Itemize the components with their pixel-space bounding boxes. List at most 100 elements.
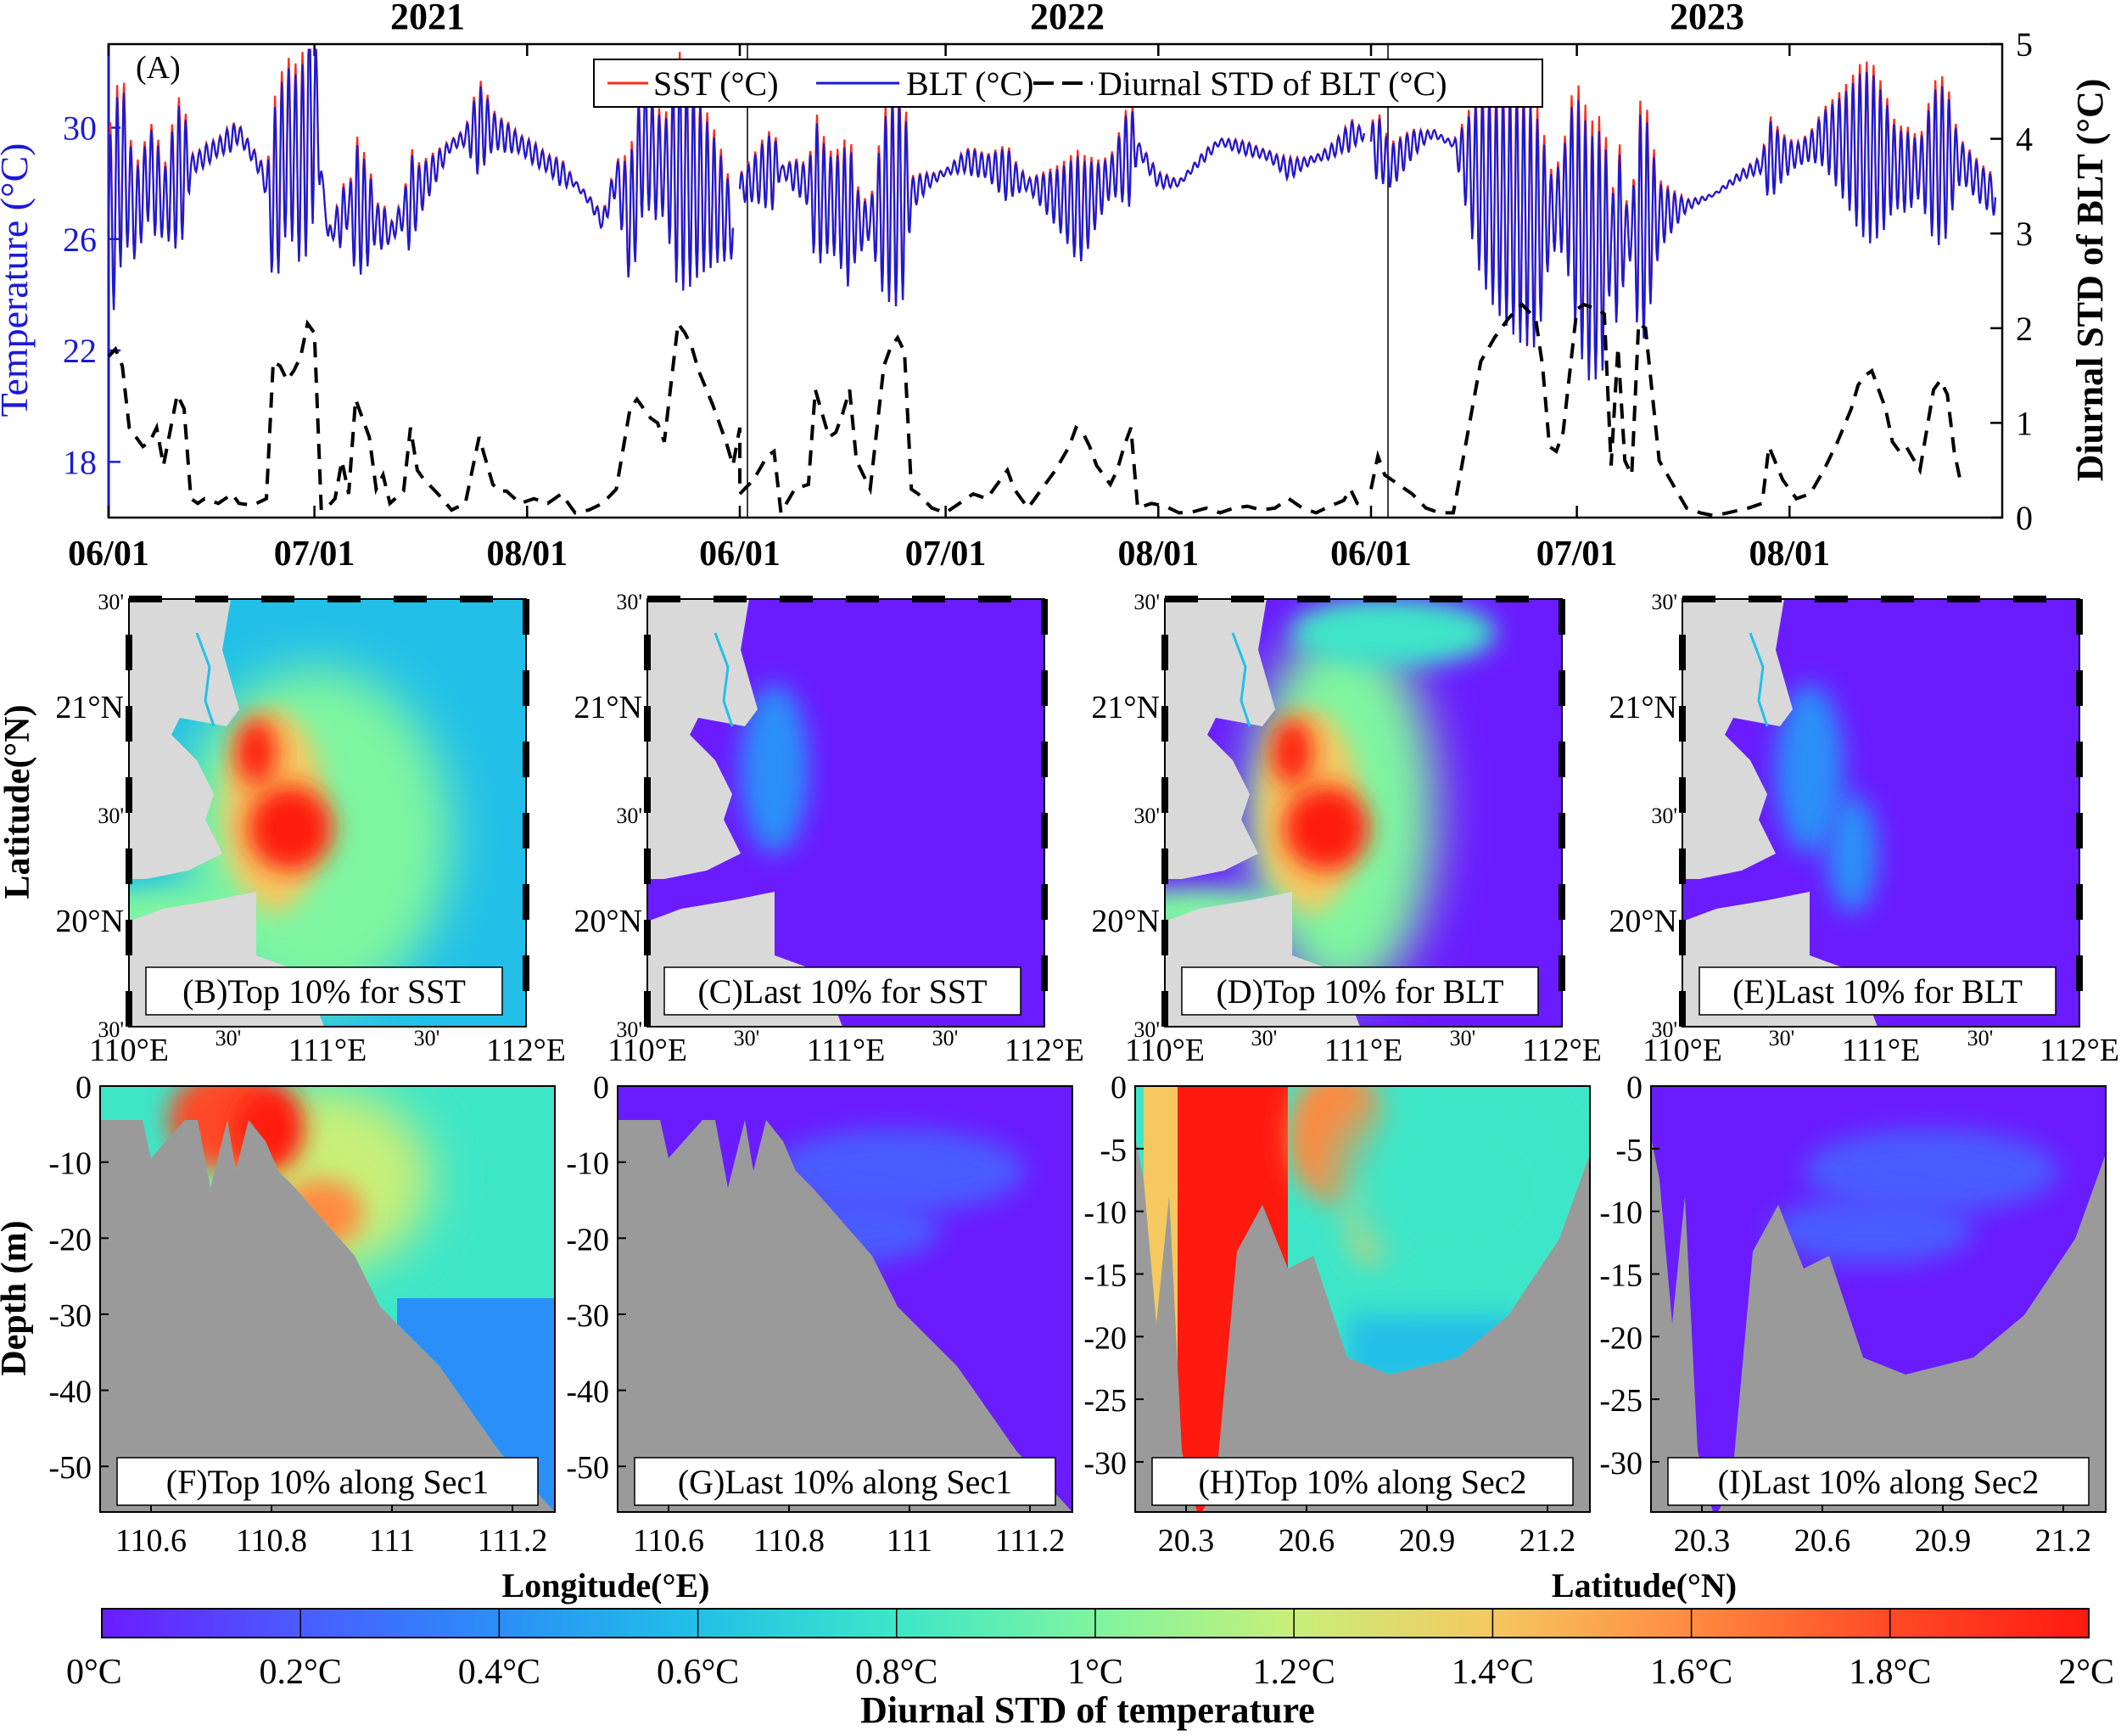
map-lat-label: 30' xyxy=(616,804,642,828)
section-hotspot xyxy=(1339,1086,1576,1290)
colorbar-tick-label: 0.4°C xyxy=(458,1653,540,1692)
section-ytick-label: -30 xyxy=(1599,1446,1643,1481)
legend-sst-label: SST (°C) xyxy=(653,64,779,103)
map-border-tick xyxy=(978,596,1011,602)
section-xtick-label: 20.6 xyxy=(1794,1523,1851,1559)
xtick-label: 07/01 xyxy=(274,535,355,574)
xtick-label: 07/01 xyxy=(905,535,987,574)
map-lon-label: 30' xyxy=(1251,1026,1278,1050)
section-label-box xyxy=(1667,1457,2090,1506)
right-ytick-label: 2 xyxy=(2016,310,2033,348)
colorbar-tick-label: 1.4°C xyxy=(1452,1653,1534,1692)
map-border-tick xyxy=(1161,706,1168,742)
map-hotspot xyxy=(1292,599,1496,667)
legend-std-label: Diurnal STD of BLT (°C) xyxy=(1098,64,1447,103)
map-hotspot xyxy=(1827,794,1878,913)
section-panel: 0 -10 -20 -30 -40 -50 110.6 110.8 111 111.2 (G)Las… xyxy=(566,1070,1073,1559)
sections-ylabel: Depth (m) xyxy=(0,1220,34,1375)
map-panel-label: (B)Top 10% for SST xyxy=(145,966,503,1016)
year-label-2021: 2021 xyxy=(390,0,465,37)
map-panel: 30'21°N30'20°N30'110°E 30' 111°E 30' 112°E(D… xyxy=(1091,590,1602,1068)
section-label-box xyxy=(634,1457,1056,1506)
map-label-text: (C)Last 10% for SST xyxy=(697,972,987,1011)
map-border-tick xyxy=(1161,777,1168,813)
map-border-tick xyxy=(2076,742,2083,777)
map-lat-label: 21°N xyxy=(1609,690,1677,725)
map-lat-label: 21°N xyxy=(1091,690,1160,725)
map-border-tick xyxy=(644,920,651,955)
map-label-box xyxy=(145,966,503,1016)
map-border-tick xyxy=(1559,742,1565,777)
map-border-tick xyxy=(1559,813,1565,848)
xtick-label: 07/01 xyxy=(1536,535,1618,574)
section-ytick-label: -50 xyxy=(48,1450,92,1486)
map-border-tick xyxy=(523,670,529,706)
colorbar-tick-label: 1.8°C xyxy=(1849,1653,1931,1692)
map-panels: 30'21°N30'20°N30'110°E 30' 111°E 30' 112°E(B… xyxy=(55,590,2119,1068)
map-border-tick xyxy=(1161,635,1168,670)
section-xtick-label: 111 xyxy=(369,1523,415,1559)
map-border-tick xyxy=(647,596,680,602)
map-border-tick xyxy=(2076,884,2083,920)
section-panel-label: (F)Top 10% along Sec1 xyxy=(116,1457,539,1506)
map-lon-label: 30' xyxy=(414,1026,440,1050)
map-label-text: (D)Top 10% for BLT xyxy=(1216,972,1503,1011)
map-panel-label: (C)Last 10% for SST xyxy=(663,966,1021,1016)
map-border-tick xyxy=(1430,596,1463,602)
section-xtick-label: 20.6 xyxy=(1279,1523,1335,1559)
colorbar-label: Diurnal STD of temperature xyxy=(860,1689,1315,1731)
section-hotspot xyxy=(1770,1196,1973,1264)
section-hotspot xyxy=(1804,1128,2058,1213)
map-border-tick xyxy=(1161,920,1168,955)
map-lat-label: 20°N xyxy=(574,904,642,939)
map-lat-label: 30' xyxy=(1133,1017,1160,1042)
section-ytick-label: -10 xyxy=(48,1146,92,1182)
map-label-text: (B)Top 10% for SST xyxy=(182,972,466,1011)
section-xtick-label: 20.3 xyxy=(1158,1523,1215,1559)
right-ytick-label: 4 xyxy=(2016,120,2033,159)
section-label-text: (G)Last 10% along Sec1 xyxy=(678,1463,1012,1501)
section-label-text: (H)Top 10% along Sec2 xyxy=(1198,1463,1526,1501)
xtick-label: 06/01 xyxy=(68,535,149,574)
sections-xlabel-longitude: Longitude(°E) xyxy=(502,1566,710,1604)
xtick-label: 08/01 xyxy=(1749,535,1830,574)
map-border-tick xyxy=(1041,884,1048,920)
xtick-label: 06/01 xyxy=(1330,535,1412,574)
colorbar-tick-label: 0.2°C xyxy=(260,1653,342,1692)
section-ytick-label: -40 xyxy=(566,1375,609,1410)
section-ytick-label: -10 xyxy=(566,1146,609,1182)
section-xtick-label: 21.2 xyxy=(2035,1523,2092,1559)
left-ytick-label: 18 xyxy=(63,443,97,481)
section-ytick-label: -30 xyxy=(48,1298,92,1334)
section-xtick-label: 20.9 xyxy=(1915,1523,1972,1559)
map-border-tick xyxy=(1749,596,1782,602)
left-ytick-label: 26 xyxy=(63,221,97,259)
map-lon-label: 30' xyxy=(932,1026,959,1050)
map-border-tick xyxy=(1041,955,1048,991)
right-ytick-label: 0 xyxy=(2016,499,2033,537)
right-ytick-label: 3 xyxy=(2016,215,2033,253)
map-lat-label: 20°N xyxy=(1609,904,1677,939)
map-lat-label: 30' xyxy=(98,590,124,614)
panel-a-ticks: 18 22 26 30 0 1 2 3 4 5 06/01 07/01 08/01 06/01 07/01 0… xyxy=(63,25,2033,574)
section-label-box xyxy=(116,1457,539,1506)
map-border-tick xyxy=(126,777,132,813)
map-lat-label: 30' xyxy=(1133,590,1160,614)
map-label-box xyxy=(663,966,1021,1016)
map-lon-label: 30' xyxy=(1450,1026,1476,1050)
section-xtick-label: 110.8 xyxy=(236,1523,307,1559)
map-lon-label: 112°E xyxy=(486,1033,566,1068)
map-border-tick xyxy=(846,596,879,602)
section-ytick-label: -30 xyxy=(1083,1446,1127,1481)
map-border-tick xyxy=(394,596,427,602)
map-lon-label: 110°E xyxy=(607,1033,687,1068)
section-xtick-label: 20.9 xyxy=(1399,1523,1456,1559)
section-xtick-label: 111 xyxy=(887,1523,932,1559)
map-border-tick xyxy=(261,596,294,602)
panel-a-right-ylabel: Diurnal STD of BLT (°C) xyxy=(2069,79,2111,482)
map-border-tick xyxy=(1496,596,1529,602)
map-hotspot xyxy=(1272,718,1312,786)
map-lon-label: 30' xyxy=(215,1026,242,1050)
map-border-tick xyxy=(1297,596,1330,602)
